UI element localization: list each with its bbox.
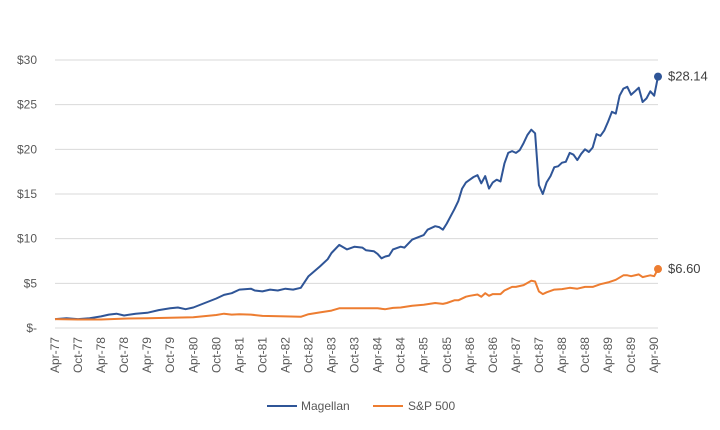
x-tick-label: Apr-84 xyxy=(371,337,385,373)
x-tick-label: Oct-81 xyxy=(255,337,269,373)
y-tick-label: $20 xyxy=(17,142,37,156)
y-tick-label: $30 xyxy=(17,53,37,67)
x-tick-label: Oct-89 xyxy=(624,337,638,373)
x-tick-label: Oct-82 xyxy=(301,337,315,373)
x-tick-label: Apr-79 xyxy=(140,337,154,373)
x-tick-label: Apr-81 xyxy=(232,337,246,373)
x-tick-label: Apr-78 xyxy=(94,337,108,373)
x-tick-label: Oct-77 xyxy=(71,337,85,373)
x-tick-label: Apr-87 xyxy=(509,337,523,373)
x-tick-label: Apr-77 xyxy=(48,337,62,373)
end-value-label-1: $6.60 xyxy=(668,261,701,276)
x-tick-label: Oct-87 xyxy=(532,337,546,373)
x-tick-label: Oct-78 xyxy=(117,337,131,373)
x-tick-label: Apr-80 xyxy=(186,337,200,373)
end-point-marker-1 xyxy=(654,265,662,274)
legend: Magellan S&P 500 xyxy=(267,399,455,413)
x-tick-label: Oct-85 xyxy=(440,337,454,373)
series-line-1 xyxy=(54,268,659,321)
x-tick-label: Apr-86 xyxy=(463,337,477,373)
y-tick-label: $10 xyxy=(17,232,37,246)
y-axis-tick-labels: $- $5 $10 $15 $20 $25 $30 xyxy=(17,53,37,335)
end-point-marker-0 xyxy=(654,72,662,81)
x-tick-label: Oct-83 xyxy=(348,337,362,373)
x-tick-label: Apr-88 xyxy=(555,337,569,373)
x-tick-label: Apr-89 xyxy=(601,337,615,373)
y-tick-label: $25 xyxy=(17,98,37,112)
y-tick-label: $15 xyxy=(17,187,37,201)
x-axis-tick-labels: Apr-77 Oct-77 Apr-78 Oct-78 Apr-79 Oct-79 Apr-… xyxy=(48,337,661,373)
x-tick-label: Apr-83 xyxy=(325,337,339,373)
x-tick-label: Apr-90 xyxy=(647,337,661,373)
x-tick-label: Oct-88 xyxy=(578,337,592,373)
horizontal-gridlines xyxy=(55,59,658,284)
legend-label-sp500: S&P 500 xyxy=(408,399,455,413)
y-tick-label: $- xyxy=(26,321,37,335)
y-tick-label: $5 xyxy=(24,276,38,290)
x-tick-label: Apr-85 xyxy=(417,337,431,373)
series-lines xyxy=(54,76,659,321)
x-tick-label: Apr-82 xyxy=(278,337,292,373)
legend-label-magellan: Magellan xyxy=(301,399,350,413)
x-tick-label: Oct-84 xyxy=(394,337,408,373)
x-tick-label: Oct-80 xyxy=(209,337,223,373)
x-tick-label: Oct-79 xyxy=(163,337,177,373)
x-tick-label: Oct-86 xyxy=(486,337,500,373)
end-value-label-0: $28.14 xyxy=(668,69,708,84)
series-line-0 xyxy=(54,76,659,321)
end-point-markers: $28.14 $6.60 xyxy=(654,69,708,276)
